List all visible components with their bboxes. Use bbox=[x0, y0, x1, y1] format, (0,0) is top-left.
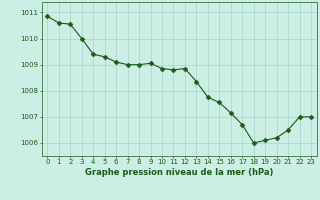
X-axis label: Graphe pression niveau de la mer (hPa): Graphe pression niveau de la mer (hPa) bbox=[85, 168, 273, 177]
